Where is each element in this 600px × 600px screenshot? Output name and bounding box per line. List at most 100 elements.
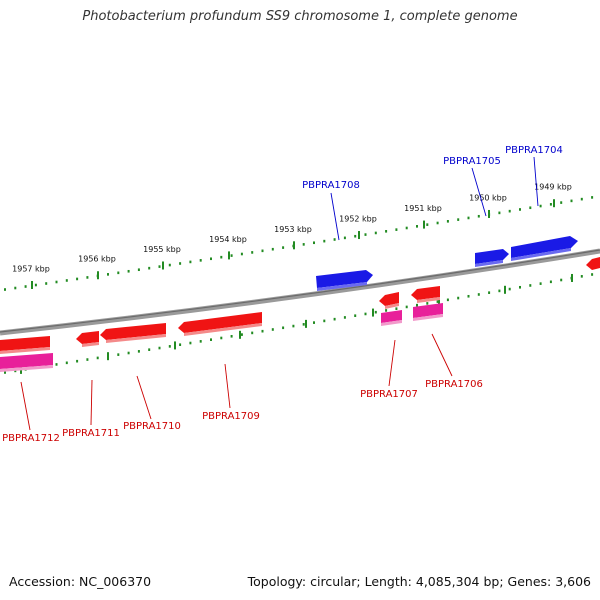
scale-dot	[323, 239, 326, 243]
scale-dot	[137, 350, 140, 353]
scale-dot	[591, 273, 594, 276]
scale-dot	[467, 216, 470, 220]
gene-PBPRA1712[interactable]	[0, 336, 50, 354]
scale-dot	[251, 331, 254, 335]
scale-dot	[395, 228, 398, 231]
scale-major-tick	[372, 308, 374, 317]
scale-dot	[395, 307, 398, 310]
scale-dot	[436, 300, 439, 303]
label-PBPRA1708: PBPRA1708	[302, 180, 360, 191]
scale-major-tick	[31, 280, 33, 289]
scale-tick-label: 1955 kbp	[143, 245, 181, 254]
scale-dot	[24, 285, 27, 288]
gene-right-edge[interactable]	[586, 257, 600, 270]
scale-dot	[446, 298, 449, 302]
scale-dot	[292, 324, 295, 328]
scale-dot	[251, 251, 254, 254]
scale-dot	[148, 266, 151, 270]
scale-dot	[65, 361, 68, 365]
scale-dot	[529, 206, 532, 210]
scale-dot	[374, 310, 377, 314]
scale-dot	[488, 291, 491, 294]
scale-dot	[416, 225, 418, 228]
scale-dot	[385, 309, 388, 312]
gene-PBPRA1706-red[interactable]	[411, 286, 440, 303]
scale-major-tick	[97, 271, 99, 280]
scale-dot	[117, 271, 120, 275]
scale-dot	[457, 296, 460, 300]
scale-dot	[539, 282, 542, 285]
gene-PBPRA1705[interactable]	[475, 249, 509, 267]
scale-dot	[405, 226, 408, 230]
scale-dot	[4, 288, 6, 291]
scale-dot	[220, 336, 223, 340]
scale-dot	[498, 211, 501, 215]
gene-PBPRA1708[interactable]	[316, 270, 373, 291]
scale-dot	[230, 254, 233, 257]
scale-dot	[240, 333, 243, 336]
scale-tick-label: 1956 kbp	[78, 255, 116, 264]
scale-dot	[364, 233, 367, 236]
scale-dot	[354, 234, 357, 238]
scale-dot	[446, 220, 449, 223]
leader-PBPRA1707	[388, 339, 396, 387]
scale-dot	[477, 214, 480, 218]
scale-dot	[117, 353, 120, 356]
scale-dot	[385, 229, 388, 233]
scale-dot	[148, 348, 151, 351]
scale-dot	[107, 273, 109, 276]
gene-PBPRA1709[interactable]	[178, 312, 262, 336]
scale-dot	[271, 247, 274, 251]
gene-PBPRA1711[interactable]	[76, 331, 99, 347]
scale-dot	[364, 312, 367, 316]
scale-dot	[189, 341, 192, 345]
scale-dot	[333, 238, 336, 241]
scale-dot	[302, 243, 305, 246]
scale-dot	[158, 346, 161, 350]
scale-tick-label: 1953 kbp	[274, 225, 312, 234]
scale-dot	[313, 321, 315, 324]
leader-PBPRA1705	[471, 167, 487, 217]
gene-PBPRA1707-red[interactable]	[379, 292, 399, 309]
scale-dot	[580, 197, 583, 201]
scale-dot	[86, 276, 89, 279]
scale-dot	[55, 280, 58, 284]
scale-dot	[86, 358, 89, 361]
scale-major-tick	[504, 285, 506, 294]
gene-PBPRA1710[interactable]	[100, 323, 166, 343]
scale-dot	[467, 294, 470, 298]
scale-dot	[168, 263, 171, 267]
scale-dot	[560, 201, 563, 204]
topology-text: Topology: circular; Length: 4,085,304 bp…	[247, 574, 591, 589]
scale-major-tick	[162, 261, 164, 270]
scale-dot	[220, 255, 223, 259]
gene-PBPRA1712-pink[interactable]	[0, 353, 53, 372]
scale-dot	[14, 286, 17, 290]
scale-dot	[580, 275, 583, 278]
label-PBPRA1706: PBPRA1706	[425, 379, 483, 390]
scale-dot	[560, 278, 563, 282]
scale-major-tick	[293, 241, 295, 250]
scale-dot	[426, 302, 429, 305]
scale-dot	[302, 323, 305, 326]
chromosome-backbone	[0, 248, 600, 336]
gene-PBPRA1706-pink[interactable]	[413, 303, 443, 321]
upper-scale: 1957 kbp 1956 kbp 1955 kbp 1954 kbp 1953 kbp…	[4, 183, 594, 291]
scale-major-tick	[228, 251, 230, 260]
scale-dot	[343, 236, 346, 240]
scale-tick-label: 1957 kbp	[12, 264, 50, 273]
gene-PBPRA1704[interactable]	[511, 236, 578, 261]
leader-PBPRA1711	[90, 379, 93, 426]
scale-dot	[539, 204, 542, 208]
label-PBPRA1712: PBPRA1712	[2, 433, 60, 444]
scale-dot	[230, 334, 233, 338]
scale-dot	[282, 246, 285, 249]
scale-dot	[354, 314, 357, 317]
scale-major-tick	[107, 352, 109, 361]
scale-dot	[282, 326, 285, 330]
gene-PBPRA1707-pink[interactable]	[381, 310, 402, 326]
scale-major-tick	[553, 199, 555, 208]
scale-dot	[127, 351, 130, 355]
scale-dot	[55, 363, 58, 366]
